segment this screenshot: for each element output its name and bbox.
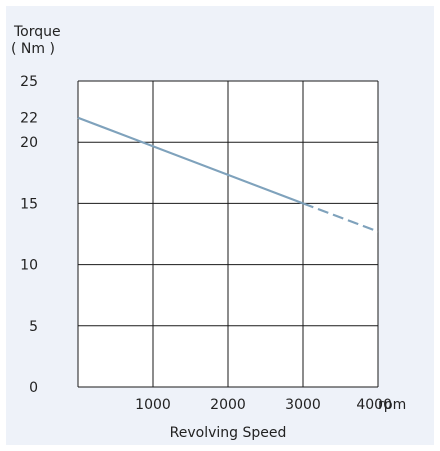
torque-line-solid [77, 116, 304, 205]
y-tick-label: 0 [29, 380, 38, 396]
grid [77, 80, 379, 388]
y-tick-labels: 0 5 10 15 20 22 25 [20, 74, 38, 396]
y-tick-label: 25 [20, 74, 38, 90]
y-tick-label: 22 [20, 111, 38, 127]
x-axis-unit-label: rpm [378, 397, 406, 413]
y-tick-label: 10 [20, 258, 38, 274]
y-tick-label: 15 [20, 196, 38, 212]
y-tick-label: 5 [29, 319, 38, 335]
x-tick-label: 1000 [135, 397, 171, 413]
y-axis-label-unit: ( Nm ) [11, 41, 55, 57]
y-axis-label-title: Torque [13, 24, 61, 40]
x-tick-labels: 1000 2000 3000 4000 [135, 397, 392, 413]
torque-speed-chart: 0 5 10 15 20 22 25 1000 2000 3000 4000 Torque ( N… [11, 24, 406, 441]
series-lines [77, 116, 379, 233]
torque-line-dashed [302, 202, 379, 233]
x-tick-label: 4000 [356, 397, 392, 413]
x-tick-label: 2000 [210, 397, 246, 413]
chart-panel: 0 5 10 15 20 22 25 1000 2000 3000 4000 Torque ( N… [6, 6, 434, 445]
x-tick-label: 3000 [285, 397, 321, 413]
y-tick-label: 20 [20, 135, 38, 151]
x-axis-label: Revolving Speed [170, 425, 287, 441]
